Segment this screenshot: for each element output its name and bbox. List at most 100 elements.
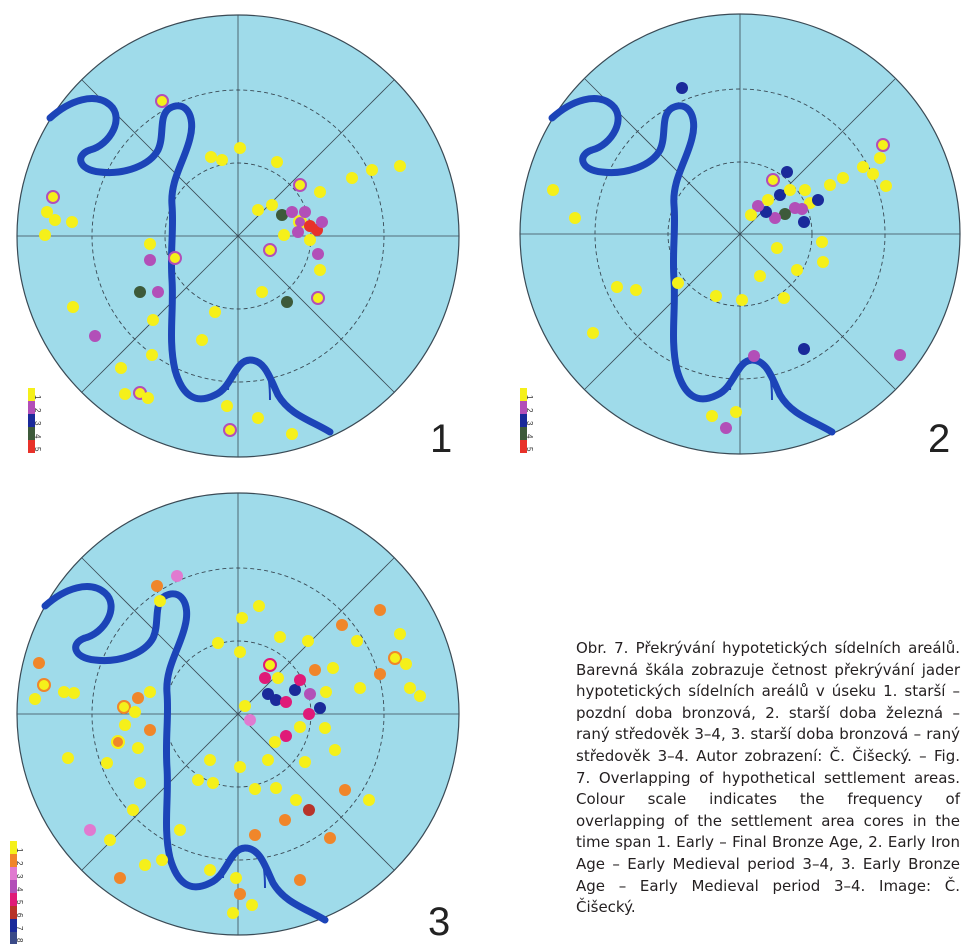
settlement-point xyxy=(252,412,264,424)
radial-lines xyxy=(17,493,459,935)
settlement-point xyxy=(192,774,204,786)
settlement-point xyxy=(324,832,336,844)
river xyxy=(41,583,329,924)
settlement-point xyxy=(286,428,298,440)
settlement-point xyxy=(127,804,139,816)
river xyxy=(46,95,334,436)
settlement-point xyxy=(292,226,304,238)
settlement-point xyxy=(294,721,306,733)
settlement-point xyxy=(68,687,80,699)
legend-swatch-2 xyxy=(10,854,17,867)
legend-label: 2 xyxy=(15,861,24,866)
settlement-point xyxy=(303,708,315,720)
settlement-point xyxy=(37,678,51,692)
settlement-point xyxy=(874,152,886,164)
settlement-point xyxy=(752,200,764,212)
settlement-point xyxy=(146,349,158,361)
settlement-point xyxy=(766,173,780,187)
legend-swatch-1 xyxy=(28,388,35,401)
settlement-point xyxy=(880,180,892,192)
legend-swatch-2 xyxy=(520,401,527,414)
settlement-point xyxy=(246,899,258,911)
settlement-point xyxy=(366,164,378,176)
legend-swatch-7 xyxy=(10,919,17,932)
settlement-point xyxy=(39,229,51,241)
legend-swatch-5 xyxy=(28,440,35,453)
figure-caption: Obr. 7. Překrývání hypotetických sídelní… xyxy=(576,639,960,917)
settlement-point xyxy=(33,657,45,669)
legend-swatch-3 xyxy=(28,414,35,427)
settlement-point xyxy=(867,168,879,180)
settlement-point xyxy=(414,690,426,702)
settlement-point xyxy=(280,696,292,708)
settlement-point xyxy=(278,229,290,241)
settlement-point xyxy=(837,172,849,184)
legend-label: 1 xyxy=(15,848,24,853)
legend-label: 4 xyxy=(525,434,534,439)
settlement-point xyxy=(778,292,790,304)
settlement-point xyxy=(791,264,803,276)
legend-label: 5 xyxy=(33,447,42,452)
settlement-point xyxy=(144,686,156,698)
settlement-point xyxy=(309,664,321,676)
legend: 1 2 3 4 5 6 7 8 xyxy=(10,841,24,944)
settlement-point xyxy=(62,752,74,764)
legend-label: 3 xyxy=(525,421,534,426)
settlement-point xyxy=(299,756,311,768)
settlement-point xyxy=(294,674,306,686)
river-tributary xyxy=(227,360,271,401)
panel-number: 1 xyxy=(430,417,452,461)
settlement-point xyxy=(155,94,169,108)
settlement-point xyxy=(144,254,156,266)
settlement-point xyxy=(710,290,722,302)
settlement-point xyxy=(569,212,581,224)
settlement-point xyxy=(304,688,316,700)
settlement-point xyxy=(824,179,836,191)
settlement-point xyxy=(769,212,781,224)
legend-swatch-5 xyxy=(10,893,17,906)
settlement-point xyxy=(234,646,246,658)
settlement-point xyxy=(234,142,246,154)
settlement-point xyxy=(363,794,375,806)
settlement-point xyxy=(274,631,286,643)
legend-swatch-2 xyxy=(28,401,35,414)
settlement-point xyxy=(351,635,363,647)
settlement-point xyxy=(271,156,283,168)
settlement-point xyxy=(762,194,774,206)
settlement-point xyxy=(302,635,314,647)
settlement-point xyxy=(269,736,281,748)
settlement-point xyxy=(816,236,828,248)
settlement-point xyxy=(303,804,315,816)
settlement-point xyxy=(745,209,757,221)
settlement-point xyxy=(336,619,348,631)
legend-label: 5 xyxy=(525,447,534,452)
legend-swatch-5 xyxy=(520,440,527,453)
settlement-point xyxy=(234,888,246,900)
legend-swatch-3 xyxy=(520,414,527,427)
settlement-point xyxy=(144,724,156,736)
settlement-point xyxy=(114,872,126,884)
legend-label: 4 xyxy=(33,434,42,439)
settlement-point xyxy=(354,682,366,694)
legend-label: 2 xyxy=(525,408,534,413)
radial-lines xyxy=(520,14,960,454)
settlement-point xyxy=(262,754,274,766)
legend-label: 5 xyxy=(15,900,24,905)
settlement-point xyxy=(41,206,53,218)
settlement-point xyxy=(286,206,298,218)
settlement-point xyxy=(329,744,341,756)
settlement-point xyxy=(272,672,284,684)
settlement-point xyxy=(270,782,282,794)
settlement-point xyxy=(394,160,406,172)
settlement-point xyxy=(152,286,164,298)
settlement-point xyxy=(774,189,786,201)
settlement-point xyxy=(857,161,869,173)
legend-swatch-4 xyxy=(28,427,35,440)
legend-label: 1 xyxy=(525,395,534,400)
settlement-point xyxy=(171,570,183,582)
settlement-point xyxy=(319,722,331,734)
settlement-point xyxy=(132,692,144,704)
river-tributary xyxy=(222,848,266,889)
settlement-point xyxy=(781,166,793,178)
legend-label: 3 xyxy=(15,874,24,879)
